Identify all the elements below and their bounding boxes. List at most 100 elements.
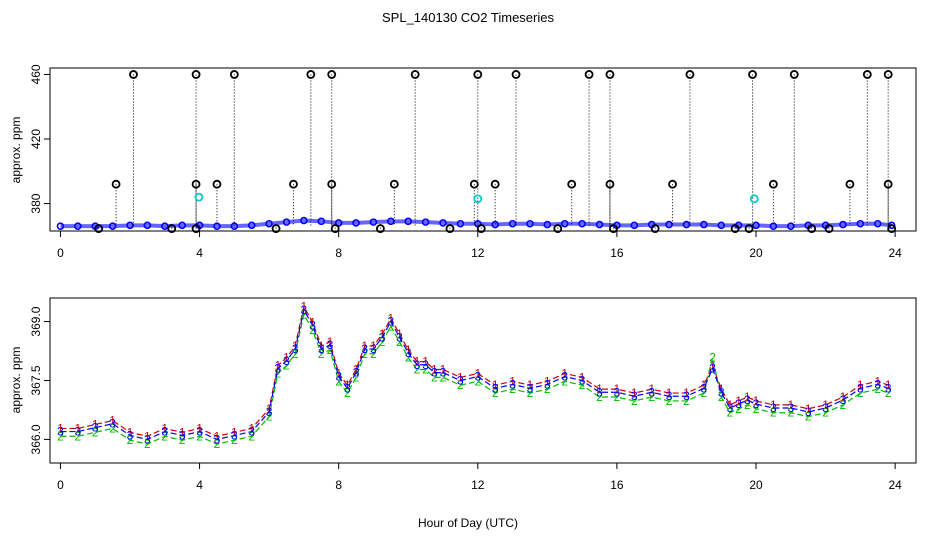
series-3-marker: 3: [457, 374, 464, 388]
series-3-marker: 3: [144, 432, 151, 446]
series-3-marker: 3: [379, 330, 386, 344]
top-axis-ticks: 0 4 8 12 16 20 24 380 420 460: [29, 64, 902, 260]
top-baseline-band: [60, 218, 892, 229]
bottom-y-tick-label: 367.5: [29, 365, 43, 395]
series-1-marker: 1: [274, 359, 281, 373]
series-3-marker: 3: [248, 425, 255, 439]
series-3-marker: 3: [274, 362, 281, 376]
top-spikes_mid-point: [191, 179, 201, 189]
series-1-marker: 1: [648, 382, 655, 396]
series-1-marker: 1: [579, 370, 586, 384]
series-1-marker: 1: [457, 370, 464, 384]
series-3-marker: 3: [318, 342, 325, 356]
series-2-marker: 2: [457, 378, 464, 392]
bottom-x-tick-label: 20: [749, 478, 763, 492]
series-3-marker: 3: [885, 381, 892, 395]
x-axis-label: Hour of Day (UTC): [418, 516, 518, 530]
top-spikes_low-point: [445, 224, 455, 233]
series-1-marker: 1: [353, 363, 360, 377]
series-2-marker: 2: [74, 429, 81, 443]
series-2-marker: 2: [544, 382, 551, 396]
top-spikes_low-point: [94, 224, 104, 233]
series-3-marker: 3: [718, 385, 725, 399]
series-1-marker: 1: [335, 366, 342, 380]
bottom-x-tick-label: 0: [57, 478, 64, 492]
series-1-marker: 1: [874, 374, 881, 388]
series-3-marker: 3: [753, 397, 760, 411]
series-2-marker: 2: [231, 433, 238, 447]
series-3-marker: 3: [196, 425, 203, 439]
series-2-marker: 2: [57, 429, 64, 443]
series-2-marker: 2: [422, 363, 429, 377]
series-1-marker: 1: [787, 398, 794, 412]
series-2-marker: 2: [431, 370, 438, 384]
series-1-marker: 1: [718, 382, 725, 396]
top-cyan_points-point: [749, 194, 759, 204]
series-1-marker: 1: [492, 378, 499, 392]
series-2-marker: 2: [474, 374, 481, 388]
series-1-marker: 1: [744, 390, 751, 404]
series-2-marker: 2: [709, 351, 716, 365]
series-2-marker: 2: [666, 394, 673, 408]
bottom-y-tick-label: 369.0: [29, 306, 43, 336]
series-1-marker: 1: [109, 414, 116, 428]
series-2-marker: 2: [727, 406, 734, 420]
series-2-marker: 2: [301, 308, 308, 322]
top-spikes_high-point: [129, 70, 138, 79]
series-3-marker: 3: [805, 405, 812, 419]
top-spikes_mid-point: [289, 179, 298, 189]
bottom-x-tick-label: 4: [196, 478, 203, 492]
series-2-marker: 2: [840, 398, 847, 412]
series-2-marker: 2: [109, 421, 116, 435]
series-2-marker: 2: [370, 347, 377, 361]
series-3-marker: 3: [474, 370, 481, 384]
series-3-marker: 3: [422, 358, 429, 372]
top-spikes_low-point: [730, 224, 740, 233]
top-spikes_mid-point: [490, 179, 500, 189]
series-1-marker: 1: [214, 429, 221, 443]
top-spikes_high-point: [748, 70, 757, 79]
series-3-marker: 3: [857, 381, 864, 395]
series-2-marker: 2: [683, 394, 690, 408]
series-1-marker: 1: [753, 394, 760, 408]
top-y-tick-label: 420: [29, 129, 43, 149]
series-1-marker: 1: [405, 343, 412, 357]
series-1-marker: 1: [179, 425, 186, 439]
series-2-marker: 2: [335, 374, 342, 388]
series-3-marker: 3: [57, 425, 64, 439]
top-spikes_mid-point: [883, 179, 893, 189]
top-spikes_high-point: [883, 70, 893, 79]
series-2-marker: 2: [579, 378, 586, 392]
series-3-marker: 3: [327, 338, 334, 352]
series-3-marker: 3: [431, 366, 438, 380]
top-cyan_points-point: [473, 194, 483, 204]
series-3-marker: 3: [709, 362, 716, 376]
series-1-marker: 1: [683, 386, 690, 400]
bottom-x-tick-label: 16: [610, 478, 624, 492]
series-2-marker: 2: [648, 390, 655, 404]
series-2-marker: 2: [274, 366, 281, 380]
series-3-marker: 3: [214, 432, 221, 446]
series-2-marker: 2: [327, 343, 334, 357]
series-2-marker: 2: [492, 386, 499, 400]
series-2-marker: 2: [805, 410, 812, 424]
series-1-marker: 1: [301, 300, 308, 314]
bottom-y-tick-label: 366.0: [29, 424, 43, 454]
top-spikes_high-point: [605, 70, 615, 79]
top-y-axis-label: approx. ppm: [9, 117, 23, 184]
top-plot-frame: [49, 67, 917, 232]
top-spikes_mid-point: [389, 179, 399, 189]
series-2-marker: 2: [770, 406, 777, 420]
series-2-marker: 2: [196, 429, 203, 443]
series-3-marker: 3: [509, 377, 516, 391]
series-3-marker: 3: [666, 389, 673, 403]
series-2-marker: 2: [527, 386, 534, 400]
top-spikes_high-point: [789, 70, 799, 79]
series-3-marker: 3: [648, 385, 655, 399]
top-data-layer: [56, 70, 897, 233]
series-3-marker: 3: [744, 393, 751, 407]
top-spikes_mid-point: [327, 179, 337, 189]
series-3-marker: 3: [127, 429, 134, 443]
